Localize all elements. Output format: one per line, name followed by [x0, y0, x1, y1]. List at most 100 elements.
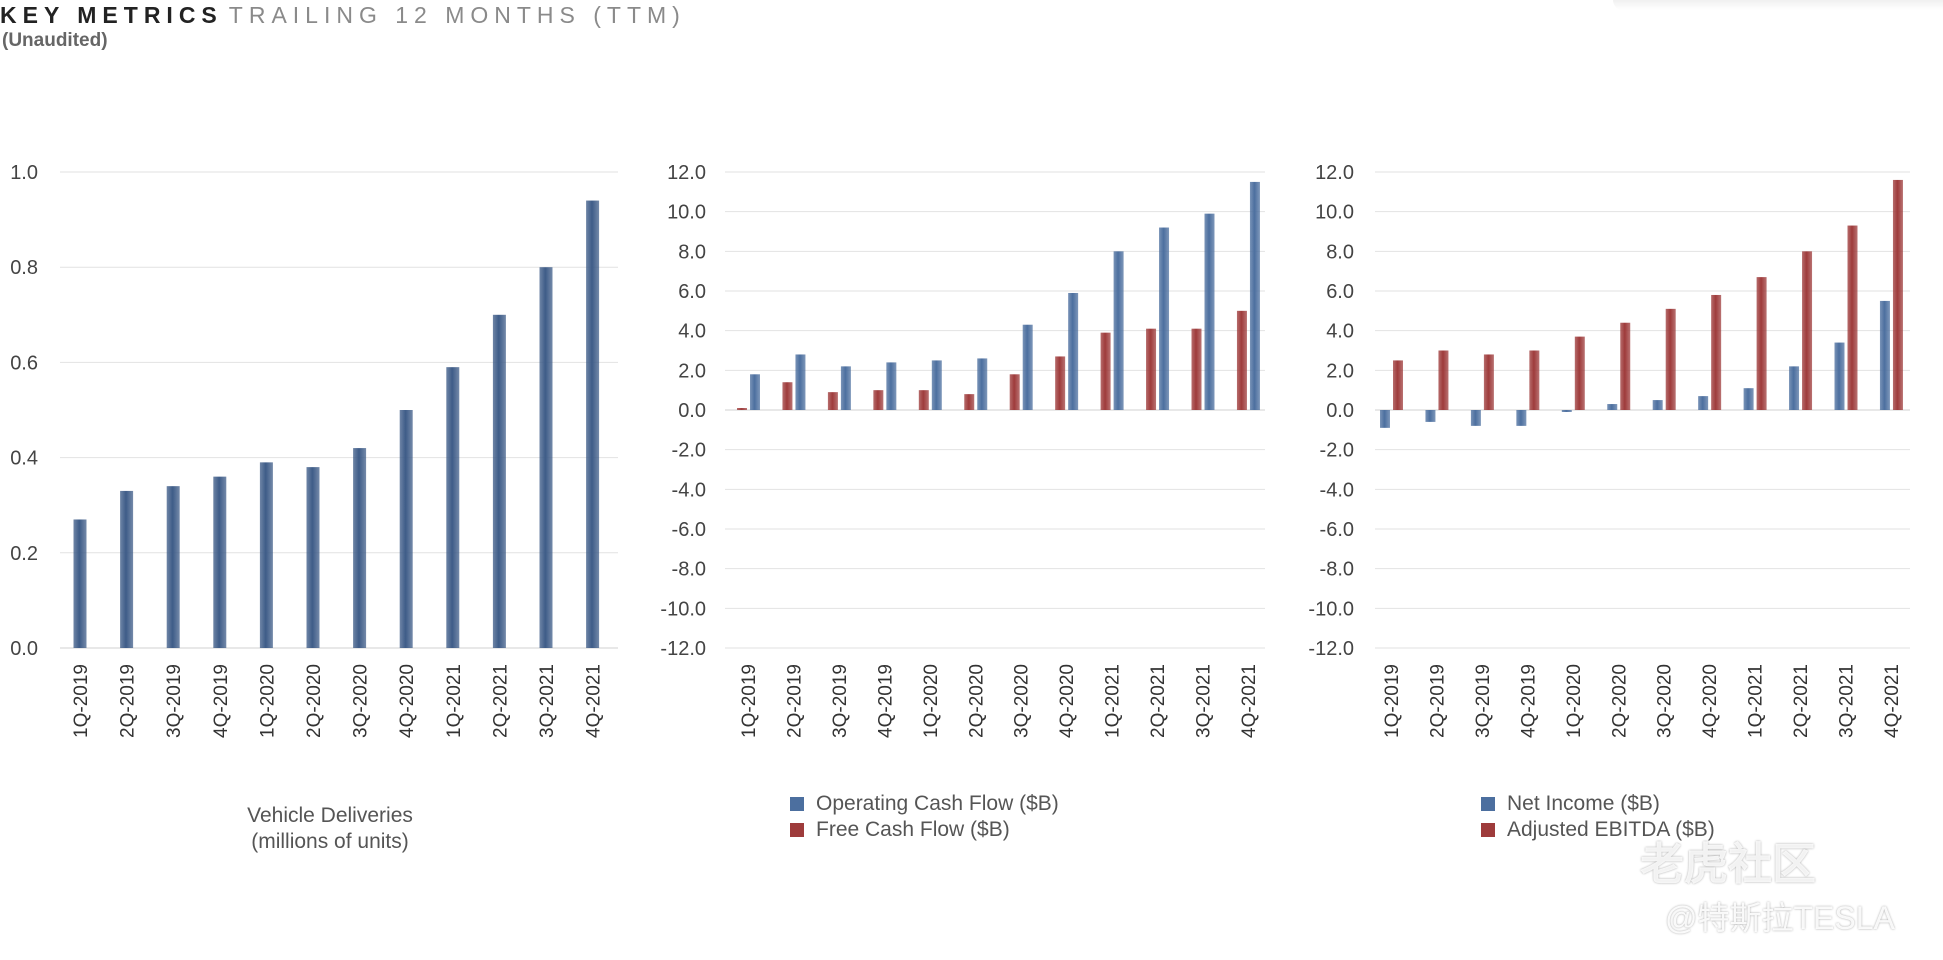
bar	[1380, 410, 1390, 428]
bar	[1438, 350, 1449, 410]
bar	[977, 358, 988, 410]
x-tick-label: 4Q-2021	[1239, 664, 1260, 738]
bar	[586, 200, 600, 648]
bar	[1236, 310, 1247, 410]
legend-item-net-income: Net Income ($B)	[1481, 791, 1715, 817]
bar	[1607, 404, 1618, 410]
y-tick-label: 1.0	[10, 162, 38, 184]
bar	[1393, 360, 1403, 410]
x-tick-label: 1Q-2021	[1103, 664, 1124, 738]
bar	[166, 486, 180, 648]
y-tick-label: 8.0	[1326, 241, 1354, 263]
bar	[1529, 350, 1540, 410]
legend-swatch-blue	[790, 797, 804, 811]
deliveries-caption-line2: (millions of units)	[251, 830, 409, 853]
bar	[1022, 324, 1033, 410]
x-tick-label: 2Q-2021	[490, 664, 511, 738]
bar	[1834, 342, 1845, 410]
x-tick-label: 3Q-2019	[830, 664, 851, 738]
bar	[886, 362, 897, 410]
x-tick-label: 2Q-2021	[1148, 664, 1169, 738]
x-tick-label: 2Q-2021	[1791, 664, 1812, 738]
bar	[1100, 332, 1111, 410]
y-tick-label: -8.0	[672, 559, 706, 581]
bar	[446, 367, 460, 648]
x-tick-label: 1Q-2020	[921, 664, 942, 738]
y-tick-label: 4.0	[678, 321, 706, 343]
y-tick-label: 8.0	[678, 241, 706, 263]
x-tick-label: 1Q-2019	[739, 664, 760, 738]
bar	[737, 408, 747, 410]
bar	[1191, 328, 1202, 410]
bar	[1711, 294, 1722, 410]
y-tick-label: -6.0	[1320, 519, 1354, 541]
bar	[1802, 251, 1813, 410]
legend-label: Operating Cash Flow ($B)	[816, 792, 1059, 815]
bar	[1159, 227, 1170, 410]
legend-label: Free Cash Flow ($B)	[816, 818, 1010, 841]
x-tick-label: 2Q-2020	[1609, 664, 1630, 738]
legend-label: Adjusted EBITDA ($B)	[1507, 818, 1715, 841]
bar	[73, 519, 87, 648]
y-tick-label: 10.0	[1315, 202, 1354, 224]
bar	[931, 360, 942, 410]
bar	[1483, 354, 1494, 410]
x-tick-label: 1Q-2020	[257, 664, 278, 738]
bar	[1068, 292, 1079, 410]
bar	[1665, 308, 1676, 410]
x-tick-label: 2Q-2020	[304, 664, 325, 738]
x-tick-label: 4Q-2019	[875, 664, 896, 738]
y-tick-label: -6.0	[672, 519, 706, 541]
y-tick-label: 0.2	[10, 543, 38, 565]
bar	[873, 390, 884, 410]
x-tick-label: 1Q-2021	[1746, 664, 1767, 738]
y-tick-label: 2.0	[1326, 360, 1354, 382]
bar	[1425, 410, 1436, 422]
y-tick-label: -2.0	[672, 440, 706, 462]
title-strong: KEY METRICS	[0, 2, 223, 28]
x-tick-label: 2Q-2019	[1427, 664, 1448, 738]
watermark-logo-text: 老虎社区	[1640, 840, 1816, 889]
y-tick-label: 4.0	[1326, 321, 1354, 343]
y-tick-label: 12.0	[667, 162, 706, 184]
y-tick-label: 0.6	[10, 352, 38, 374]
y-tick-label: -12.0	[660, 638, 706, 660]
bar	[1146, 328, 1157, 410]
page-corner-shadow	[1613, 0, 1943, 10]
bar	[1698, 396, 1709, 410]
y-tick-label: -12.0	[1308, 638, 1354, 660]
bar	[1009, 374, 1020, 410]
y-tick-label: -4.0	[672, 479, 706, 501]
bar	[120, 490, 134, 648]
x-tick-label: 3Q-2021	[537, 664, 558, 738]
cashflow-legend: Operating Cash Flow ($B) Free Cash Flow …	[790, 791, 1059, 843]
x-tick-label: 4Q-2020	[397, 664, 418, 738]
y-tick-label: -10.0	[660, 598, 706, 620]
x-tick-label: 2Q-2020	[966, 664, 987, 738]
y-tick-label: -4.0	[1320, 479, 1354, 501]
x-tick-label: 4Q-2020	[1700, 664, 1721, 738]
x-tick-label: 1Q-2019	[71, 664, 92, 738]
deliveries-caption-line1: Vehicle Deliveries	[247, 804, 413, 827]
page-subtitle: (Unaudited)	[2, 30, 108, 51]
x-tick-label: 4Q-2019	[1518, 664, 1539, 738]
y-tick-label: 0.0	[678, 400, 706, 422]
bar	[1879, 300, 1890, 410]
x-tick-label: 4Q-2021	[584, 664, 605, 738]
y-tick-label: -2.0	[1320, 440, 1354, 462]
y-tick-label: 0.0	[1326, 400, 1354, 422]
watermark-handle: @特斯拉TESLA	[1665, 900, 1895, 936]
y-tick-label: 6.0	[678, 281, 706, 303]
profit-legend: Net Income ($B) Adjusted EBITDA ($B)	[1481, 791, 1715, 843]
bar	[1743, 388, 1754, 410]
bar	[1249, 181, 1260, 410]
y-tick-label: 10.0	[667, 202, 706, 224]
x-tick-label: 3Q-2020	[1655, 664, 1676, 738]
bar	[1652, 400, 1663, 410]
bar	[918, 390, 929, 410]
y-tick-label: 0.8	[10, 257, 38, 279]
bar	[492, 314, 506, 648]
bar	[1756, 277, 1767, 410]
bar	[964, 394, 975, 410]
bar	[539, 267, 553, 648]
